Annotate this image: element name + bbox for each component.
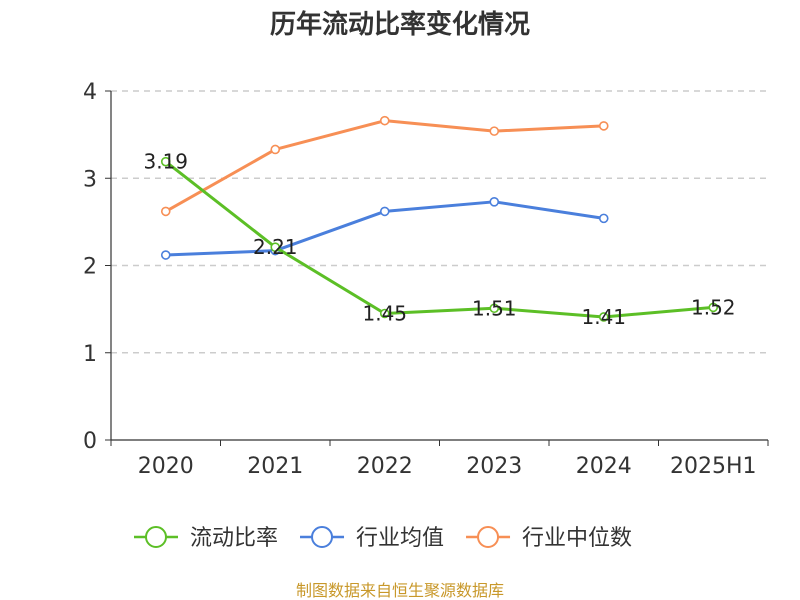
data-point (160, 156, 171, 167)
legend-marker (477, 526, 500, 548)
axes: 0 1 2 3 4 2020 2021 2022 2023 2024 2025H1 (83, 80, 769, 479)
data-label: 1.45 (362, 301, 407, 325)
legend-marker (311, 526, 334, 548)
y-tick-label: 2 (83, 255, 97, 280)
legend-marker (145, 526, 167, 548)
series-2 (160, 115, 609, 217)
data-label: 1.51 (472, 296, 517, 320)
y-tick-label: 0 (83, 429, 97, 454)
data-label: 2.21 (253, 235, 298, 259)
series-1 (160, 197, 609, 260)
grid (111, 90, 768, 354)
legend: 流动比率 行业均值 行业中位数 (134, 526, 632, 551)
legend-label: 行业均值 (356, 526, 444, 551)
data-point (489, 303, 500, 314)
series-line (164, 160, 714, 319)
data-point (379, 115, 390, 126)
legend-item: 行业均值 (300, 526, 444, 551)
x-tick-label: 2021 (247, 454, 303, 479)
x-tick-label: 2025H1 (670, 454, 757, 479)
data-point (598, 312, 609, 322)
data-label: 1.52 (691, 295, 736, 319)
series-group: 3.19 2.21 1.45 1.51 1.41 1.52 (143, 115, 736, 329)
x-tick-label: 2024 (576, 454, 632, 479)
data-point (160, 206, 171, 217)
data-point (598, 213, 609, 224)
data-point (379, 308, 390, 319)
data-point (270, 242, 281, 252)
legend-item: 流动比率 (134, 526, 278, 551)
series-line (165, 119, 604, 213)
chart-title: 历年流动比率变化情况 (270, 9, 530, 40)
data-label: 3.19 (143, 150, 188, 174)
x-tick-label: 2023 (466, 454, 522, 479)
legend-label: 流动比率 (190, 526, 278, 551)
y-tick-label: 3 (83, 167, 97, 192)
y-tick-label: 1 (83, 342, 97, 367)
x-tick-label: 2020 (138, 454, 194, 479)
data-point (160, 250, 171, 260)
legend-label: 行业中位数 (522, 526, 632, 551)
x-tick-label: 2022 (357, 454, 413, 479)
data-point (489, 197, 500, 207)
data-point (379, 206, 390, 217)
source-note: 制图数据来自恒生聚源数据库 (296, 581, 504, 600)
data-point (270, 144, 281, 155)
legend-item: 行业中位数 (466, 526, 632, 551)
data-point (489, 126, 500, 136)
data-point (598, 121, 609, 131)
y-tick-label: 4 (83, 80, 97, 105)
series-0 (160, 156, 719, 322)
data-point (708, 302, 719, 313)
data-label: 1.41 (581, 305, 626, 329)
